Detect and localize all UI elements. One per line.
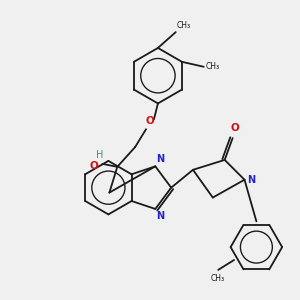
Text: N: N: [156, 154, 164, 164]
Text: CH₃: CH₃: [210, 274, 224, 283]
Text: CH₃: CH₃: [206, 62, 220, 71]
Text: N: N: [248, 175, 256, 185]
Text: H: H: [96, 150, 103, 160]
Text: N: N: [156, 211, 164, 221]
Text: O: O: [146, 116, 154, 126]
Text: O: O: [89, 161, 98, 171]
Text: CH₃: CH₃: [177, 21, 191, 30]
Text: O: O: [230, 123, 239, 133]
